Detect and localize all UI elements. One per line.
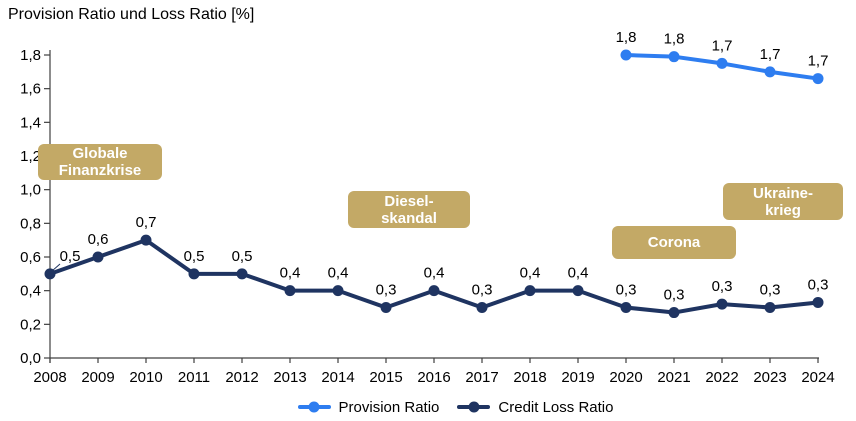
chart-legend: Provision Ratio Credit Loss Ratio [55,396,856,418]
data-point-credit-loss-ratio [44,268,56,280]
data-label-credit-loss-ratio: 0,3 [616,282,637,299]
data-label-credit-loss-ratio: 0,3 [664,287,685,304]
annotation-line: Finanzkrise [58,162,142,179]
y-tick-label: 1,8 [20,47,41,64]
data-label-credit-loss-ratio: 0,4 [328,265,349,282]
data-label-credit-loss-ratio: 0,7 [136,214,157,231]
data-label-credit-loss-ratio: 0,6 [88,231,109,248]
provision-ratio-line-marker-icon [297,401,331,413]
annotation-line: Diesel- [384,192,434,210]
x-tick-label: 2013 [273,369,306,386]
data-label-provision-ratio: 1,7 [808,53,829,70]
credit-loss-ratio-line-marker-icon [457,401,491,413]
y-tick-label: 1,2 [20,148,41,165]
x-tick-label: 2024 [801,369,834,386]
x-tick-label: 2019 [561,369,594,386]
data-label-provision-ratio: 1,8 [616,29,637,46]
data-point-credit-loss-ratio [92,251,104,263]
annotation-ukraine-krieg: Ukraine-krieg [723,183,843,220]
x-tick-label: 2010 [129,369,162,386]
x-tick-label: 2009 [81,369,114,386]
data-point-credit-loss-ratio [188,268,200,280]
data-point-credit-loss-ratio [476,302,488,313]
x-tick-label: 2022 [705,369,738,386]
data-point-credit-loss-ratio [812,296,824,308]
data-point-credit-loss-ratio [380,302,392,313]
data-point-credit-loss-ratio [332,285,344,297]
data-point-credit-loss-ratio [716,298,728,310]
legend-label-credit-loss-ratio: Credit Loss Ratio [498,398,614,416]
data-label-credit-loss-ratio: 0,5 [184,248,205,265]
x-tick-label: 2020 [609,369,642,386]
data-label-provision-ratio: 1,7 [712,37,733,54]
annotation-corona: Corona [612,226,736,259]
data-label-credit-loss-ratio: 0,4 [520,265,541,282]
x-tick-label: 2021 [657,369,690,386]
y-tick-label: 0,2 [20,316,41,333]
data-label-credit-loss-ratio: 0,4 [280,265,301,282]
annotation-line: skandal [381,209,437,227]
y-tick-label: 0,6 [20,249,41,266]
data-label-provision-ratio: 1,7 [760,46,781,63]
y-tick-label: 0,8 [20,215,41,232]
x-tick-label: 2008 [33,369,66,386]
data-label-credit-loss-ratio: 0,3 [376,282,397,299]
x-tick-label: 2015 [369,369,402,386]
legend-item-credit-loss-ratio: Credit Loss Ratio [457,399,613,416]
credit-loss-ratio-dot-icon [468,401,480,413]
data-point-credit-loss-ratio [524,285,536,297]
label-leader-line [51,263,61,272]
data-label-credit-loss-ratio: 0,5 [60,248,81,265]
y-tick-label: 1,0 [20,182,41,199]
data-point-provision-ratio [812,73,824,85]
y-tick-label: 0,4 [20,283,41,300]
data-label-credit-loss-ratio: 0,4 [424,265,445,282]
data-point-provision-ratio [668,51,680,63]
x-tick-label: 2011 [178,369,210,386]
annotation-diesel-skandal: Diesel-skandal [348,191,470,228]
x-tick-label: 2023 [753,369,786,386]
x-tick-label: 2018 [513,369,546,386]
annotation-line: krieg [765,201,801,219]
y-tick-label: 1,4 [20,114,41,131]
data-point-credit-loss-ratio [428,285,440,297]
data-label-credit-loss-ratio: 0,3 [808,276,829,293]
data-label-credit-loss-ratio: 0,3 [472,282,493,299]
data-point-provision-ratio [620,49,632,61]
data-point-credit-loss-ratio [764,302,776,313]
data-point-credit-loss-ratio [236,268,248,280]
legend-item-provision-ratio: Provision Ratio [297,398,440,416]
data-point-provision-ratio [764,66,776,78]
y-tick-label: 0,0 [20,350,41,367]
data-label-credit-loss-ratio: 0,5 [232,248,253,265]
annotation-globale-finanzkrise: Globale Finanzkrise [38,144,162,180]
data-label-credit-loss-ratio: 0,4 [568,265,589,282]
data-point-credit-loss-ratio [284,285,296,297]
data-point-provision-ratio [716,57,728,69]
annotation-line: Ukraine- [752,184,814,202]
data-point-credit-loss-ratio [140,234,152,246]
data-point-credit-loss-ratio [620,302,632,313]
x-tick-label: 2017 [465,369,498,386]
legend-label-provision-ratio: Provision Ratio [338,398,440,416]
annotation-line: Corona [647,234,701,251]
x-tick-label: 2014 [321,369,354,386]
chart-title: Provision Ratio und Loss Ratio [%] [8,6,255,23]
data-point-credit-loss-ratio [668,307,680,319]
x-tick-label: 2016 [417,369,450,386]
data-label-credit-loss-ratio: 0,3 [712,278,733,295]
annotation-line: Globale [72,145,128,162]
y-tick-label: 1,6 [20,81,41,98]
provision-ratio-dot-icon [308,401,320,413]
data-point-credit-loss-ratio [572,285,584,297]
data-label-provision-ratio: 1,8 [664,31,685,48]
data-label-credit-loss-ratio: 0,3 [760,282,781,299]
x-tick-label: 2012 [225,369,258,386]
